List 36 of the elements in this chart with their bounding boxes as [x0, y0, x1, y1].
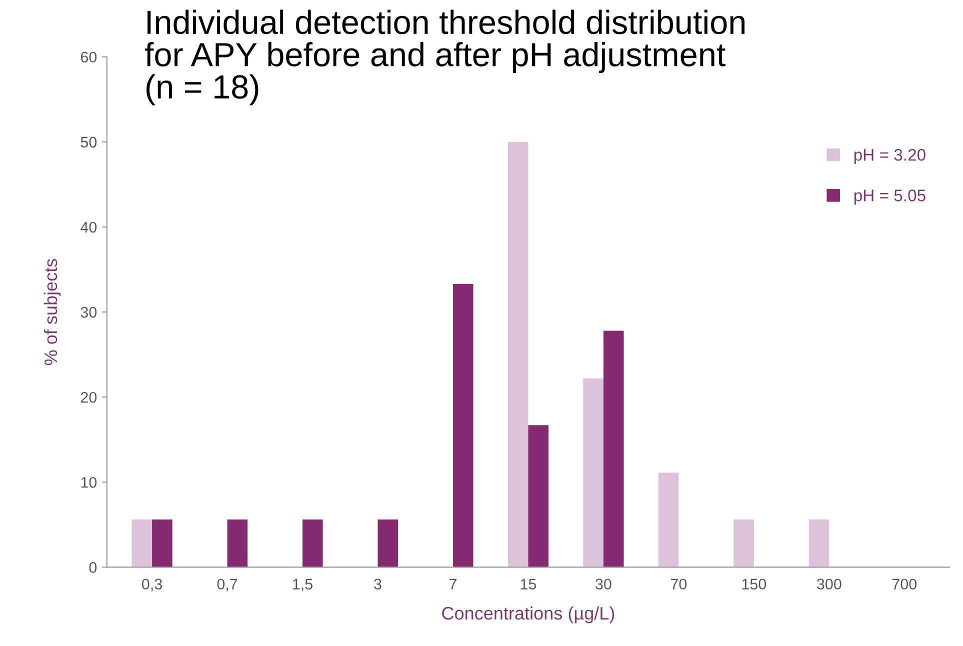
y-tick-label: 50 [80, 136, 97, 148]
x-tick-label: 300 [816, 578, 842, 590]
x-tick-label: 15 [520, 578, 536, 590]
bar [302, 520, 323, 568]
y-tick-label: 60 [80, 52, 97, 63]
bar [734, 520, 754, 568]
y-tick-label: 30 [80, 306, 97, 318]
x-tick-label: 3 [374, 578, 382, 590]
bar [528, 425, 549, 568]
bar [378, 520, 398, 568]
y-tick-label: 10 [81, 477, 97, 488]
bar [583, 378, 604, 568]
bar [152, 520, 172, 568]
chart-title: Individual detection threshold distribution for APY before and after pH adjustment (n = 18) [144, 10, 745, 106]
bar [227, 520, 248, 568]
x-axis-title: Concentrations (µg/L) [442, 606, 614, 624]
bar [508, 142, 528, 568]
bar [603, 330, 624, 568]
x-tick-label: 1,5 [293, 578, 312, 592]
x-tick-label: 700 [892, 578, 917, 590]
x-tick-label: 0,7 [217, 578, 238, 592]
bar [658, 472, 679, 568]
x-tick-label: 0,3 [142, 578, 162, 592]
x-tick-label: 70 [670, 578, 687, 590]
x-tick-label: 150 [742, 578, 766, 590]
legend-label: pH = 5.05 [854, 190, 926, 205]
bar [452, 284, 474, 568]
y-tick-label: 0 [89, 562, 97, 573]
legend-label: pH = 3.20 [854, 148, 926, 164]
x-tick-label: 30 [596, 578, 612, 590]
bar [132, 520, 152, 568]
x-tick-label: 7 [450, 578, 456, 590]
y-axis-title: % of subjects [44, 258, 61, 366]
y-tick-label: 20 [80, 392, 97, 403]
bar [808, 520, 830, 568]
y-tick-label: 40 [80, 222, 97, 233]
